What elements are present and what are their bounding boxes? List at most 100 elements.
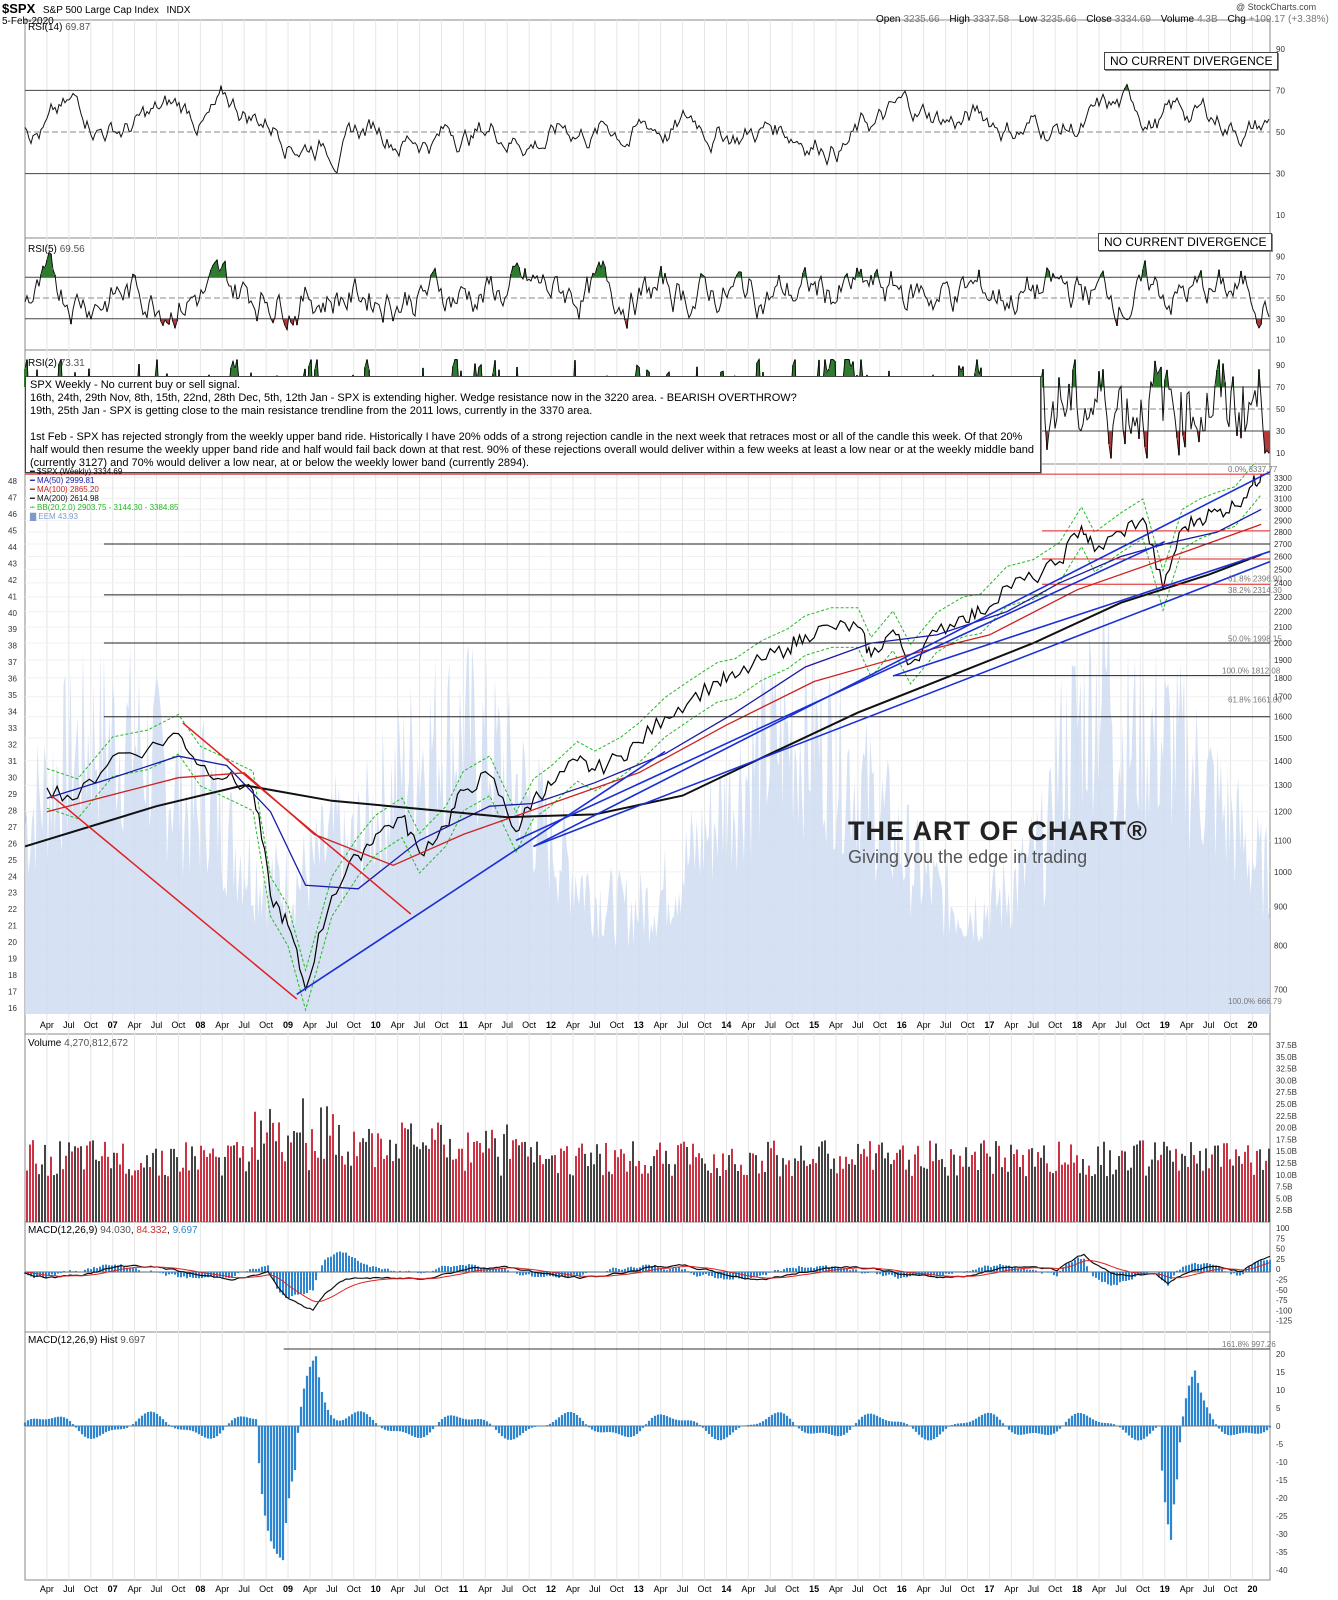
panel-border — [24, 1331, 1271, 1581]
x-tick-label: Apr — [829, 1020, 843, 1030]
x-tick-label: Apr — [566, 1020, 580, 1030]
y-tick-label: 10.0B — [1276, 1171, 1297, 1180]
x-tick-label: Oct — [1136, 1584, 1151, 1594]
x-tick-label: Oct — [522, 1020, 537, 1030]
x-tick-label: Jul — [1115, 1020, 1127, 1030]
y-tick-label: 0 — [1276, 1422, 1281, 1431]
x-tick-label: 17 — [984, 1020, 994, 1030]
x-tick-label: 12 — [546, 1584, 556, 1594]
volume-panel-label: Volume 4,270,812,672 — [28, 1038, 129, 1049]
y-tick-label: 15.0B — [1276, 1147, 1297, 1156]
y-tick-label: 31 — [8, 757, 17, 766]
y-tick-label: 90 — [1276, 45, 1285, 54]
x-tick-label: 19 — [1160, 1584, 1170, 1594]
x-tick-label: Apr — [478, 1020, 492, 1030]
eem-background-area — [25, 580, 1270, 1014]
x-tick-label: Jul — [1028, 1020, 1040, 1030]
x-tick-label: Oct — [610, 1020, 625, 1030]
x-tick-label: Apr — [40, 1020, 54, 1030]
y-tick-label: 1300 — [1274, 781, 1292, 790]
legend-swatch: ━ — [30, 467, 38, 476]
x-tick-label: Jul — [940, 1020, 952, 1030]
x-tick-label: Apr — [215, 1584, 229, 1594]
x-tick-label: Oct — [961, 1584, 976, 1594]
symbol: $SPX — [2, 1, 36, 16]
macd-panel-label: MACD(12,26,9) 94.030, 84.332, 9.697 — [28, 1225, 198, 1236]
y-tick-label: -15 — [1276, 1476, 1288, 1485]
y-tick-label: 100 — [1276, 1224, 1290, 1233]
x-tick-label: Oct — [873, 1020, 888, 1030]
x-tick-label: 18 — [1072, 1020, 1082, 1030]
commentary-line: 19th, 25th Jan - SPX is getting close to… — [30, 405, 593, 417]
x-tick-label: Jul — [677, 1584, 689, 1594]
x-tick-label: Oct — [347, 1584, 362, 1594]
x-tick-label: Apr — [391, 1020, 405, 1030]
y-tick-label: 1600 — [1274, 713, 1292, 722]
y-tick-label: 42 — [8, 576, 17, 585]
y-tick-label: 47 — [8, 493, 17, 502]
y-tick-label: -25 — [1276, 1512, 1288, 1521]
x-tick-label: Oct — [697, 1020, 712, 1030]
x-tick-label: Jul — [589, 1584, 601, 1594]
fib-label: 100.0% 666.79 — [1228, 997, 1282, 1006]
x-tick-label: Apr — [478, 1584, 492, 1594]
x-tick-label: Oct — [84, 1584, 99, 1594]
panel-border — [24, 237, 1271, 351]
x-tick-label: Apr — [917, 1584, 931, 1594]
chg-label: Chg — [1227, 14, 1246, 25]
rsi-line — [24, 83, 1270, 174]
y-tick-label: 33 — [8, 724, 17, 733]
y-tick-label: 30.0B — [1276, 1076, 1297, 1085]
y-tick-label: 24 — [8, 872, 17, 881]
x-tick-label: Oct — [84, 1020, 99, 1030]
y-tick-label: 700 — [1274, 986, 1288, 995]
source-credit: @ StockCharts.com — [1236, 2, 1317, 12]
x-tick-label: 09 — [283, 1584, 293, 1594]
rsi2-label: RSI(2) 73.31 — [28, 358, 85, 369]
x-tick-label: Jul — [238, 1584, 250, 1594]
x-tick-label: 08 — [195, 1584, 205, 1594]
y-tick-label: -100 — [1276, 1306, 1293, 1315]
trendline-blue — [533, 471, 1271, 848]
y-tick-label: 18 — [8, 971, 17, 980]
x-tick-label: 17 — [984, 1584, 994, 1594]
commentary-line: SPX Weekly - No current buy or sell sign… — [30, 379, 241, 391]
x-tick-label: Apr — [1180, 1020, 1194, 1030]
y-tick-label: 41 — [8, 592, 17, 601]
x-tick-label: 07 — [108, 1584, 118, 1594]
x-tick-label: 16 — [897, 1020, 907, 1030]
fib-label: 61.8% 2396.90 — [1228, 574, 1282, 583]
y-tick-label: 10 — [1276, 449, 1285, 458]
y-tick-label: 70 — [1276, 383, 1285, 392]
y-tick-label: 19 — [8, 955, 17, 964]
x-tick-label: Apr — [303, 1584, 317, 1594]
y-tick-label: 1400 — [1274, 757, 1292, 766]
y-tick-label: 35.0B — [1276, 1053, 1297, 1062]
y-tick-label: 3200 — [1274, 484, 1292, 493]
trendline-blue — [296, 750, 666, 995]
brand-name: THE ART OF CHART® — [848, 816, 1148, 846]
x-tick-label: 20 — [1247, 1020, 1257, 1030]
x-tick-label: Oct — [873, 1584, 888, 1594]
x-tick-label: Jul — [63, 1020, 75, 1030]
x-tick-label: Apr — [566, 1584, 580, 1594]
chart-date: 5-Feb-2020 — [2, 16, 54, 27]
trendline-blue — [515, 540, 1166, 842]
fib-label: 161.8% 997.26 — [1222, 1340, 1276, 1349]
y-tick-label: 50 — [1276, 128, 1285, 137]
y-tick-label: 2700 — [1274, 540, 1292, 549]
chg-value: +109.17 (+3.38%) — [1248, 14, 1329, 25]
commentary-line: 1st Feb - SPX has rejected strongly from… — [30, 431, 1035, 469]
y-tick-label: 15 — [1276, 1368, 1285, 1377]
y-tick-label: 1800 — [1274, 674, 1292, 683]
brand-watermark: THE ART OF CHART® Giving you the edge in… — [848, 816, 1148, 868]
y-tick-label: 0 — [1276, 1265, 1281, 1274]
y-tick-label: 1500 — [1274, 734, 1292, 743]
y-tick-label: 36 — [8, 675, 17, 684]
x-tick-label: Apr — [303, 1020, 317, 1030]
y-tick-label: 2100 — [1274, 623, 1292, 632]
brand-tagline: Giving you the edge in trading — [848, 847, 1088, 867]
y-tick-label: 2900 — [1274, 516, 1292, 525]
x-tick-label: Oct — [171, 1584, 186, 1594]
legend-entry: ━ MA(50) 2999.81 — [30, 476, 95, 485]
